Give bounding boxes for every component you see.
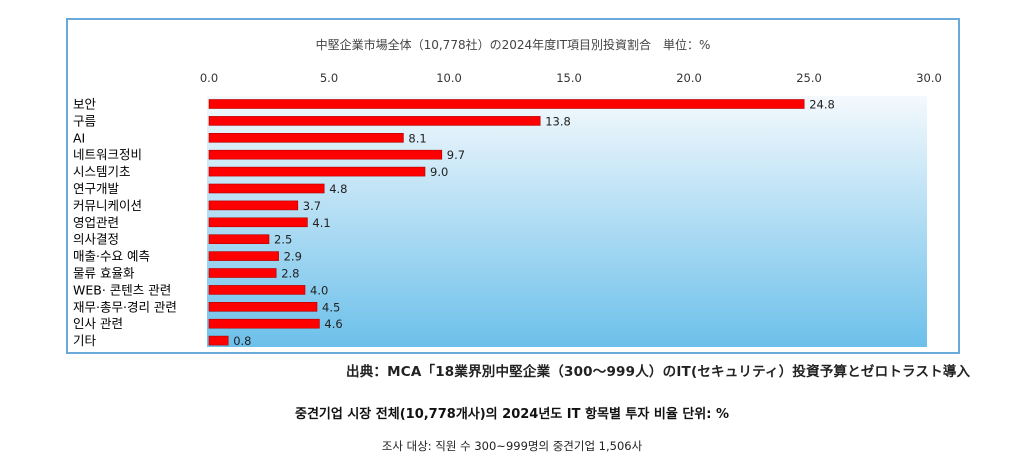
category-label: 인사 관련 bbox=[73, 316, 123, 331]
bar-value-label: 9.0 bbox=[430, 165, 448, 179]
chart-frame: 中堅企業市場全体（10,778社）の2024年度IT項目別投資割合 単位：% 0… bbox=[66, 18, 960, 354]
bar bbox=[208, 217, 308, 228]
category-label: 의사결정 bbox=[73, 232, 119, 247]
bar bbox=[208, 285, 306, 295]
bar bbox=[208, 133, 404, 143]
bar-value-label: 4.5 bbox=[322, 300, 340, 314]
x-tick-label: 15.0 bbox=[556, 71, 582, 85]
bar-value-label: 13.8 bbox=[545, 114, 571, 128]
category-label: AI bbox=[73, 130, 85, 145]
category-label: 구름 bbox=[73, 113, 96, 128]
caption-note: 조사 대상: 직원 수 300~999명의 중견기업 1,506사 bbox=[381, 439, 643, 453]
category-label: 시스템기초 bbox=[73, 164, 131, 179]
category-label: 보안 bbox=[73, 97, 97, 112]
bar bbox=[208, 183, 325, 194]
chart-title: 中堅企業市場全体（10,778社）の2024年度IT項目別投資割合 単位：% bbox=[316, 37, 711, 52]
bar-value-label: 24.8 bbox=[809, 98, 835, 112]
bar-value-label: 0.8 bbox=[233, 334, 251, 348]
bar-chart: 中堅企業市場全体（10,778社）の2024年度IT項目別投資割合 単位：% 0… bbox=[73, 37, 942, 348]
x-tick-label: 10.0 bbox=[436, 71, 462, 85]
bar-value-label: 2.5 bbox=[274, 233, 292, 247]
x-tick-label: 5.0 bbox=[320, 71, 338, 85]
bar-value-label: 4.0 bbox=[310, 283, 328, 297]
bar-value-label: 4.6 bbox=[324, 317, 342, 331]
x-tick-label: 30.0 bbox=[916, 71, 942, 85]
category-label: 영업관련 bbox=[73, 215, 119, 230]
category-label: WEB· 콘텐츠 관련 bbox=[73, 282, 171, 297]
bar-value-label: 2.9 bbox=[284, 250, 302, 264]
category-label: 연구개발 bbox=[73, 181, 120, 196]
bar bbox=[208, 166, 426, 177]
bar-value-label: 4.8 bbox=[329, 182, 347, 196]
bar-value-label: 2.8 bbox=[281, 267, 299, 281]
source-citation: 出典：MCA「18業界別中堅企業（300～999人）のIT(セキュリティ）投資予… bbox=[346, 364, 971, 380]
bar-value-label: 9.7 bbox=[447, 148, 465, 162]
bar bbox=[208, 116, 541, 126]
bar bbox=[208, 301, 318, 312]
category-label: 커뮤니케이션 bbox=[73, 198, 142, 213]
category-label: 물류 효율화 bbox=[73, 266, 135, 281]
x-tick-label: 0.0 bbox=[200, 71, 218, 85]
bar bbox=[208, 268, 277, 278]
category-label: 재무·총무·경리 관련 bbox=[73, 299, 177, 314]
bar bbox=[208, 99, 805, 109]
bar bbox=[208, 149, 443, 160]
bar bbox=[208, 234, 270, 244]
bar-value-label: 4.1 bbox=[312, 216, 330, 230]
x-tick-label: 20.0 bbox=[676, 71, 702, 85]
category-label: 네트워크정비 bbox=[73, 147, 142, 162]
x-tick-label: 25.0 bbox=[796, 71, 822, 85]
caption-title: 중견기업 시장 전체(10,778개사)의 2024년도 IT 항목별 투자 비… bbox=[294, 407, 729, 422]
bar bbox=[208, 200, 299, 211]
category-label: 기타 bbox=[73, 333, 97, 348]
category-label: 매출·수요 예측 bbox=[73, 249, 150, 264]
bar-value-label: 3.7 bbox=[303, 199, 321, 213]
bar bbox=[208, 318, 320, 329]
bar bbox=[208, 335, 229, 346]
bar bbox=[208, 251, 279, 261]
bar-value-label: 8.1 bbox=[408, 131, 426, 145]
